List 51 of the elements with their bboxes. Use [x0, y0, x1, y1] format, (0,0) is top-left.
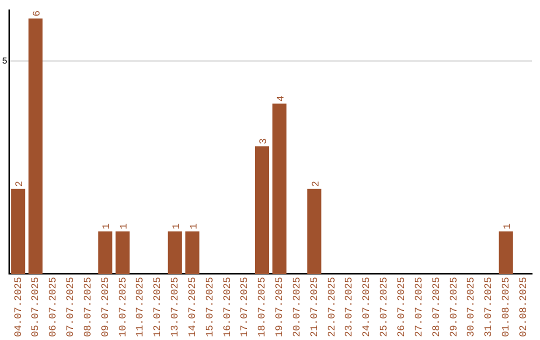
- bar: [498, 231, 513, 274]
- bar: [98, 231, 112, 274]
- x-tick-label: 17.07.2025: [240, 276, 252, 338]
- bar: [254, 146, 270, 274]
- data-label: 1: [102, 223, 114, 230]
- x-tick-label: 19.07.2025: [275, 276, 286, 338]
- x-tick-label: 07.07.2025: [66, 276, 78, 338]
- data-label: 1: [502, 223, 514, 230]
- x-tick-label: 25.07.2025: [380, 276, 391, 338]
- x-tick-label: 26.07.2025: [396, 276, 408, 338]
- x-tick-label: 08.07.2025: [83, 276, 94, 338]
- bar: [185, 231, 200, 274]
- bar: [272, 104, 286, 274]
- x-tick-label: 28.07.2025: [432, 276, 443, 338]
- data-label: 1: [172, 223, 183, 230]
- data-label: 2: [15, 180, 26, 187]
- bar: [168, 231, 182, 274]
- bar: [116, 231, 130, 274]
- x-tick-label: 05.07.2025: [31, 276, 42, 338]
- x-tick-label: 21.07.2025: [310, 276, 321, 338]
- x-tick-label: 30.07.2025: [466, 276, 478, 338]
- bar: [11, 188, 26, 274]
- x-tick-label: 18.07.2025: [258, 276, 269, 338]
- x-tick-label: 15.07.2025: [205, 276, 216, 338]
- data-label: 6: [32, 10, 44, 17]
- bar: [28, 18, 43, 274]
- x-tick-label: 12.07.2025: [153, 276, 164, 338]
- x-tick-label: 14.07.2025: [188, 276, 199, 338]
- x-tick-label: 09.07.2025: [100, 276, 112, 338]
- data-label: 1: [120, 223, 131, 230]
- x-tick-label: 13.07.2025: [170, 276, 182, 338]
- x-tick-label: 10.07.2025: [118, 276, 130, 338]
- data-label: 4: [276, 96, 288, 102]
- x-tick-label: 23.07.2025: [344, 276, 356, 338]
- x-tick-label: 24.07.2025: [362, 276, 374, 338]
- x-tick-label: 27.07.2025: [414, 276, 426, 338]
- x-tick-label: 06.07.2025: [48, 276, 60, 338]
- x-tick-label: 04.07.2025: [14, 276, 25, 338]
- data-label: 1: [189, 223, 200, 230]
- data-label: 3: [258, 138, 270, 144]
- data-label: 2: [311, 180, 322, 187]
- x-tick-label: 02.08.2025: [518, 276, 530, 338]
- x-tick-label: 22.07.2025: [327, 276, 338, 338]
- x-tick-label: 11.07.2025: [136, 276, 147, 338]
- x-tick-label: 29.07.2025: [449, 276, 460, 338]
- x-tick-label: 01.08.2025: [502, 276, 513, 338]
- y-tick-label: 5: [2, 56, 8, 66]
- x-tick-label: 16.07.2025: [222, 276, 234, 338]
- bar: [307, 188, 322, 274]
- x-tick-label: 20.07.2025: [292, 276, 304, 338]
- x-tick-label: 31.07.2025: [484, 276, 496, 338]
